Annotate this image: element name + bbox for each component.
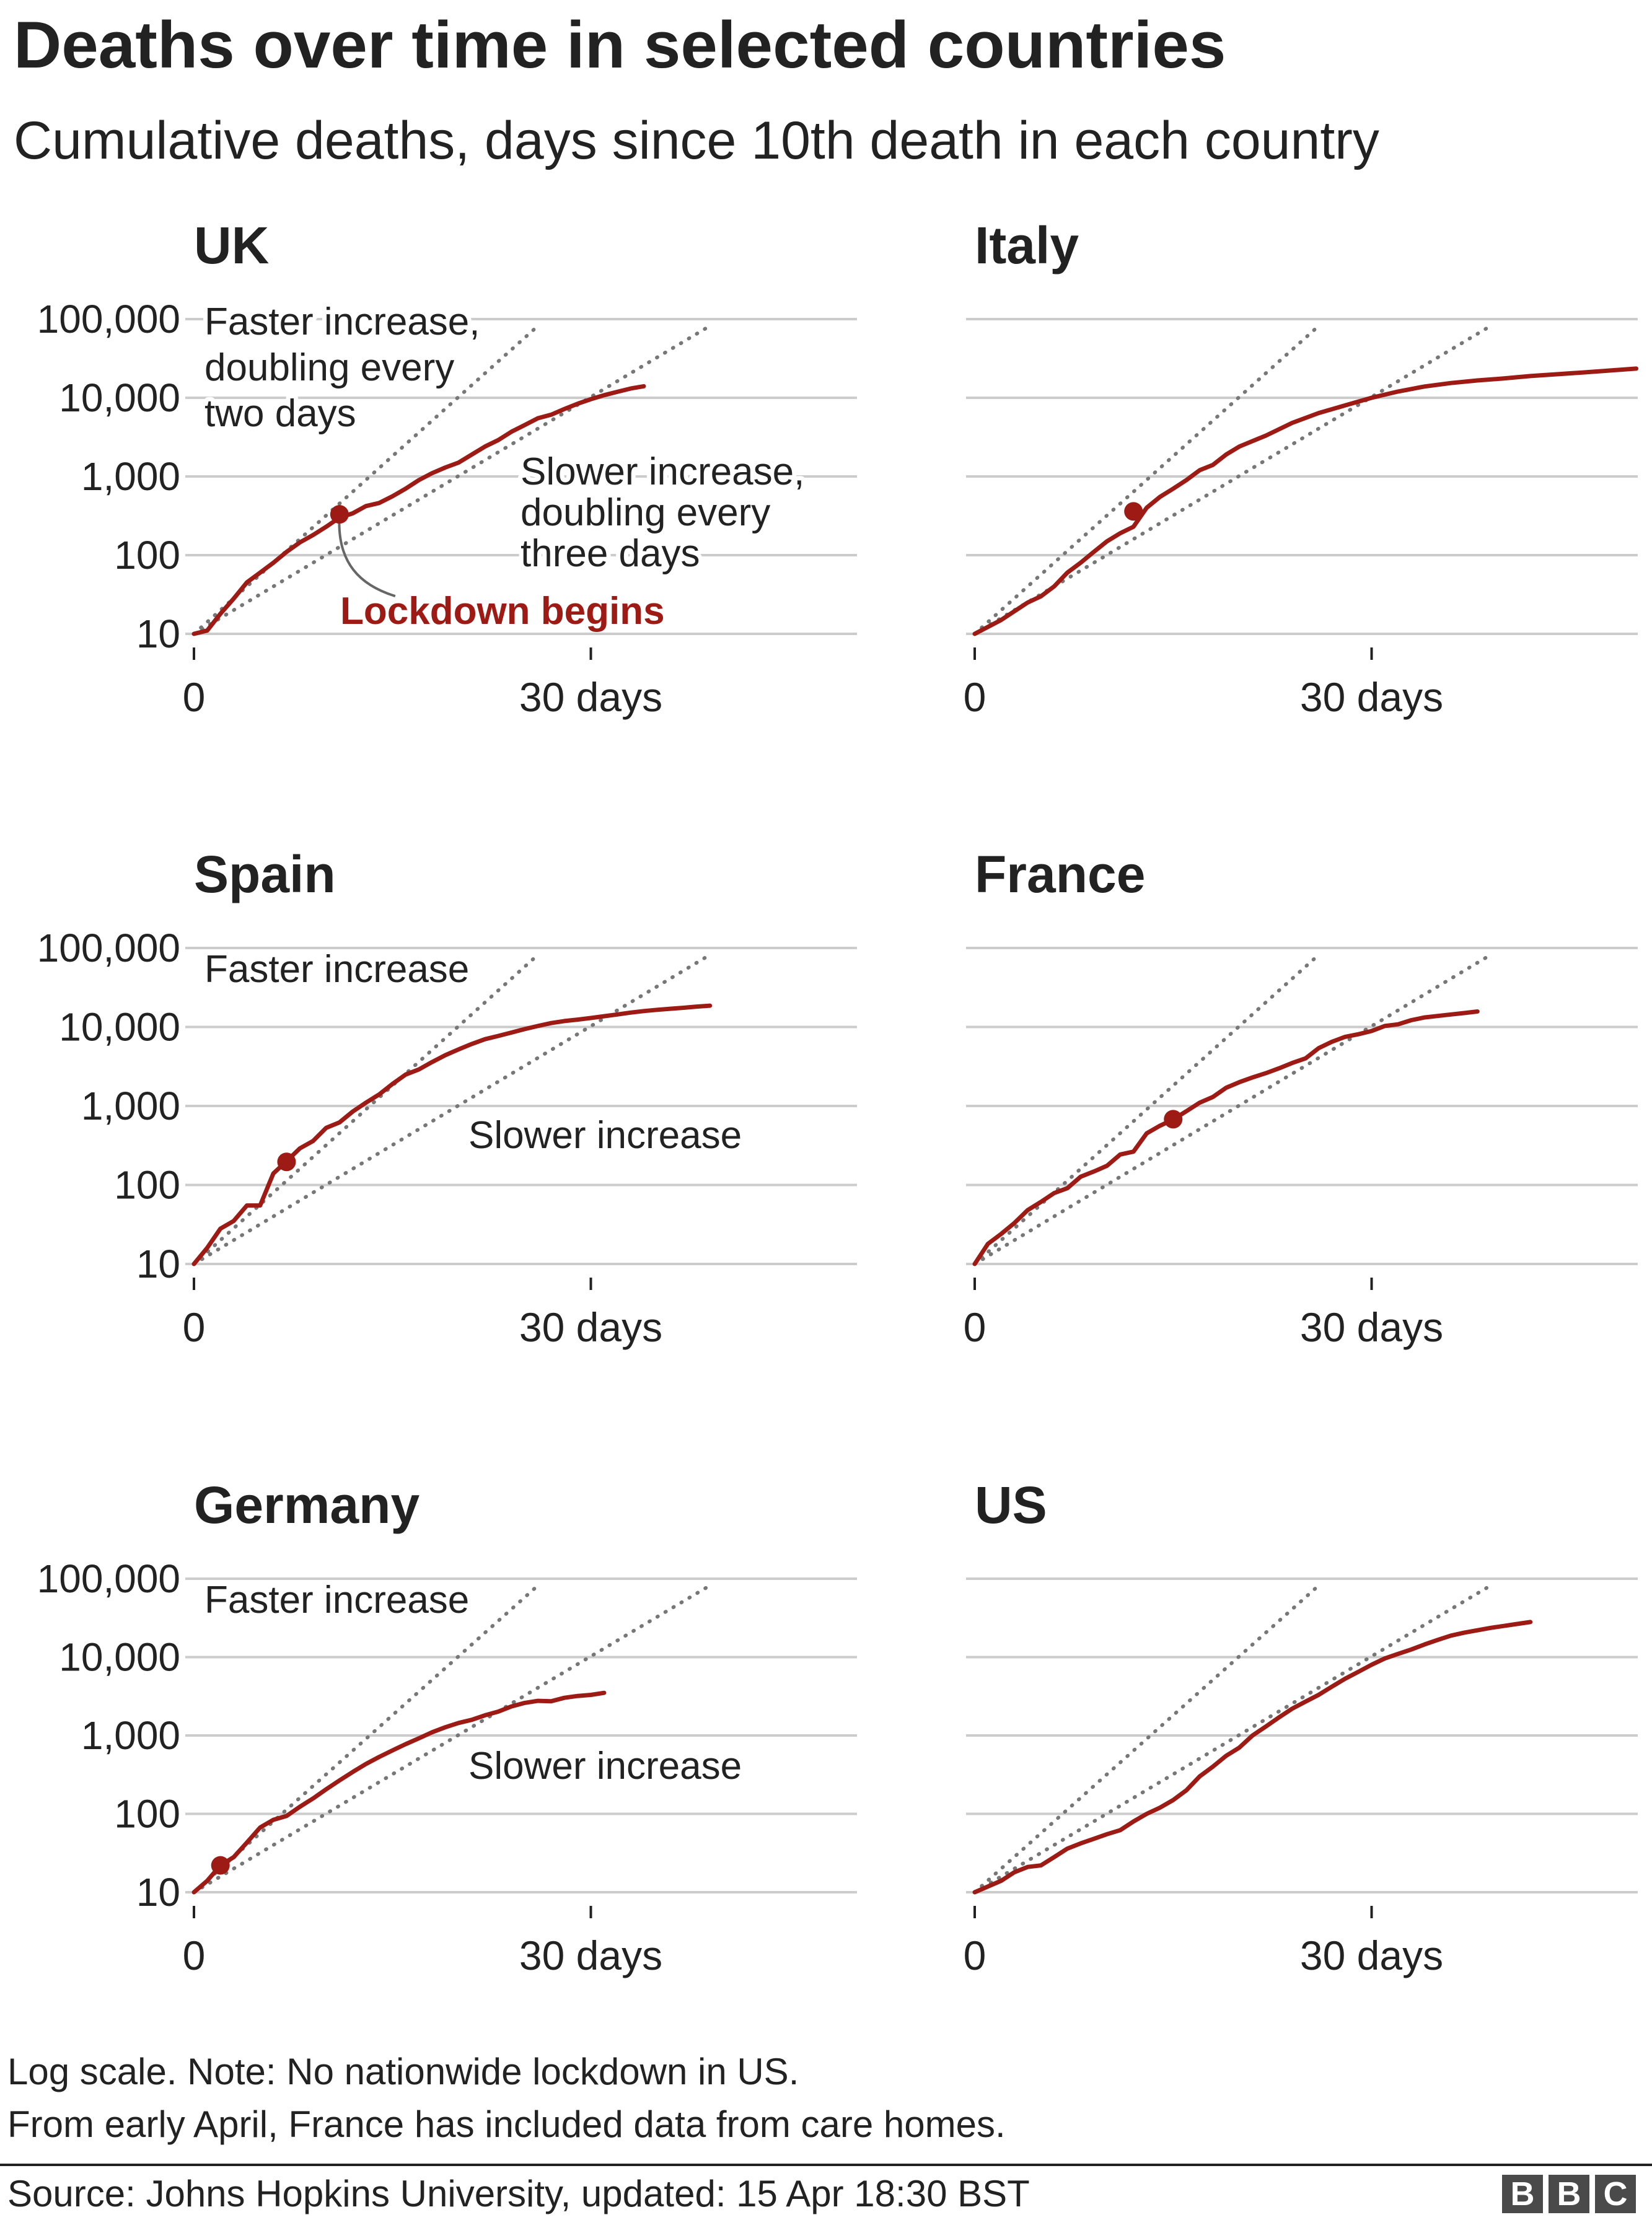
lockdown-connector — [338, 514, 396, 598]
x-tick-label: 30 days — [1300, 1933, 1443, 1978]
deaths-line — [972, 1009, 1480, 1266]
chart-panel: UK 10 100 1,000 10,000 100,000 0 30 days Faster … — [37, 216, 857, 720]
y-tick-label: 10,000 — [59, 1005, 180, 1050]
y-tick-label: 100,000 — [37, 926, 180, 970]
faster-increase-label: two days — [204, 392, 356, 435]
bbc-logo: B B C — [1502, 2175, 1636, 2213]
lockdown-begins-label: Lockdown begins — [340, 590, 665, 633]
y-tick-label: 10,000 — [59, 1635, 180, 1680]
bbc-logo-letter: B — [1502, 2175, 1543, 2213]
bbc-logo-letter: B — [1549, 2175, 1589, 2213]
chart-panel: US 0 30 days — [964, 1476, 1638, 1978]
deaths-line — [972, 366, 1638, 636]
slower-reference-line — [973, 323, 1493, 636]
log-scale-note: Log scale. Note: No nationwide lockdown … — [7, 2051, 799, 2092]
lockdown-marker — [330, 505, 349, 524]
panel-title: UK — [194, 216, 269, 274]
lockdown-marker — [1124, 502, 1143, 521]
faster-reference-line — [973, 1583, 1321, 1894]
x-tick-label: 0 — [183, 1933, 206, 1978]
slower-increase-label: three days — [521, 532, 700, 575]
source-text: Source: Johns Hopkins University, update… — [7, 2173, 1030, 2214]
y-tick-label: 10 — [136, 1242, 180, 1286]
deaths-line — [972, 1620, 1533, 1895]
x-tick-label: 0 — [183, 1304, 206, 1350]
x-tick-label: 0 — [964, 674, 986, 720]
slower-reference-line — [192, 1583, 712, 1894]
y-tick-label: 1,000 — [81, 1713, 180, 1758]
faster-reference-line — [192, 1583, 540, 1894]
slower-reference-line — [973, 1583, 1493, 1894]
faster-reference-line — [192, 953, 540, 1266]
x-tick-label: 0 — [964, 1933, 986, 1978]
deaths-line — [191, 384, 646, 636]
faster-increase-label: doubling every — [204, 346, 454, 389]
lockdown-marker — [211, 1856, 230, 1875]
y-tick-label: 10 — [136, 1870, 180, 1915]
y-tick-label: 10 — [136, 612, 180, 656]
deaths-line — [191, 1690, 607, 1895]
x-tick-label: 0 — [183, 674, 206, 720]
y-tick-label: 100,000 — [37, 297, 180, 341]
footer-divider — [0, 2164, 1652, 2166]
x-tick-label: 30 days — [519, 674, 662, 720]
faster-increase-label: Faster increase — [204, 948, 469, 991]
slower-reference-line — [192, 953, 712, 1266]
panel-title: Spain — [194, 845, 336, 903]
france-care-homes-note: From early April, France has included da… — [7, 2104, 1006, 2145]
chart-panel: Germany 10 100 1,000 10,000 100,000 0 30 days Fa… — [37, 1476, 857, 1978]
x-tick-label: 30 days — [519, 1933, 662, 1978]
slower-increase-label: Slower increase — [468, 1114, 742, 1157]
y-tick-label: 1,000 — [81, 1084, 180, 1128]
faster-reference-line — [973, 953, 1321, 1266]
y-tick-label: 100,000 — [37, 1556, 180, 1601]
slower-increase-label: doubling every — [521, 491, 770, 534]
chart-panel: France 0 30 days — [964, 845, 1638, 1350]
y-tick-label: 100 — [114, 1792, 180, 1836]
x-tick-label: 30 days — [1300, 1304, 1443, 1350]
y-tick-label: 100 — [114, 533, 180, 577]
panel-title: France — [975, 845, 1145, 903]
lockdown-marker — [1164, 1110, 1183, 1129]
y-tick-label: 100 — [114, 1163, 180, 1208]
faster-reference-line — [192, 323, 540, 636]
slower-increase-label: Slower increase, — [521, 450, 804, 493]
chart-subtitle: Cumulative deaths, days since 10th death… — [14, 111, 1379, 170]
bbc-logo-letter: C — [1595, 2175, 1636, 2213]
chart-panel: Italy 0 30 days — [964, 216, 1638, 720]
panel-title: Germany — [194, 1476, 420, 1534]
y-tick-label: 10,000 — [59, 375, 180, 420]
slower-reference-line — [192, 323, 712, 636]
x-tick-label: 0 — [964, 1304, 986, 1350]
y-tick-label: 1,000 — [81, 454, 180, 499]
chart-panel: Spain 10 100 1,000 10,000 100,000 0 30 days Fast… — [37, 845, 857, 1350]
faster-increase-label: Faster increase — [204, 1579, 469, 1621]
panel-title: Italy — [975, 216, 1079, 274]
panel-title: US — [975, 1476, 1047, 1534]
x-tick-label: 30 days — [519, 1304, 662, 1350]
slower-increase-label: Slower increase — [468, 1745, 742, 1788]
lockdown-marker — [277, 1152, 296, 1172]
faster-increase-label: Faster increase, — [204, 301, 480, 343]
chart-title: Deaths over time in selected countries — [14, 7, 1226, 82]
x-tick-label: 30 days — [1300, 674, 1443, 720]
slower-reference-line — [973, 953, 1493, 1266]
faster-reference-line — [973, 323, 1321, 636]
